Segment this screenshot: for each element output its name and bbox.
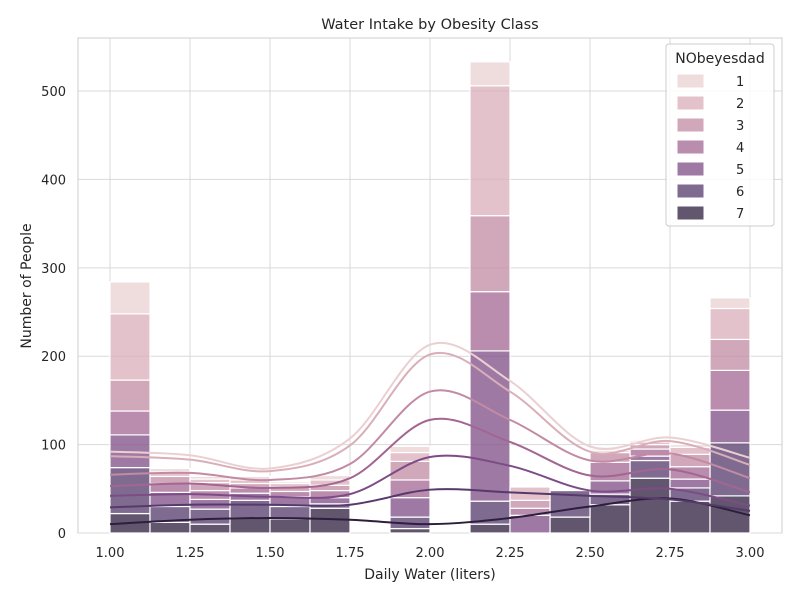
legend-label-7: 7 (736, 207, 744, 222)
histogram-bar-class-5 (709, 409, 751, 444)
legend-swatch-6 (676, 183, 705, 199)
histogram-bar-class-7 (469, 523, 511, 534)
histogram-bar-class-2 (389, 451, 431, 463)
histogram-bar-class-2 (709, 307, 751, 341)
x-ticks: 1.00 1.25 1.50 1.75 2.00 2.25 2.50 2.75 3.00 (96, 546, 765, 561)
legend-label-6: 6 (736, 185, 744, 200)
histogram-bar-class-7 (229, 517, 271, 534)
histogram-bar-class-2 (109, 313, 151, 381)
histogram-bar-class-3 (469, 215, 511, 293)
x-tick-label: 2.50 (576, 546, 605, 561)
histogram-bar-class-7 (269, 518, 311, 534)
kde-line-class-3 (109, 389, 751, 482)
histogram-bar-class-7 (189, 523, 231, 534)
legend-label-5: 5 (736, 163, 744, 178)
legend-title: NObeyesdad (675, 51, 765, 67)
chart-title: Water Intake by Obesity Class (321, 17, 538, 33)
y-tick-label: 100 (41, 439, 66, 454)
histogram-bar-class-4 (589, 461, 631, 482)
legend-swatch-2 (676, 95, 705, 111)
histogram-bar-class-7 (389, 527, 431, 534)
legend-swatch-7 (676, 205, 705, 221)
y-tick-label: 400 (41, 173, 66, 188)
legend-label-2: 2 (736, 97, 744, 112)
histogram-bar-class-7 (669, 500, 711, 534)
kde-line-class-2 (109, 351, 751, 473)
kde-line-class-1 (109, 341, 751, 470)
histogram-bar-class-5 (669, 478, 711, 489)
histogram-bar-class-4 (709, 369, 751, 411)
histogram-bar-class-5 (469, 350, 511, 502)
histogram-bar-class-7 (149, 521, 191, 534)
y-tick-label: 200 (41, 350, 66, 365)
x-tick-label: 1.00 (96, 546, 125, 561)
y-ticks: 0 100 200 300 400 500 (41, 85, 66, 542)
histogram-bar-class-1 (269, 481, 311, 485)
legend-swatch-4 (676, 139, 705, 155)
x-tick-label: 1.75 (336, 546, 365, 561)
legend-swatch-1 (676, 73, 705, 89)
x-tick-label: 2.25 (496, 546, 525, 561)
x-tick-label: 2.00 (416, 546, 445, 561)
histogram-bar-class-4 (469, 291, 511, 352)
histogram-bar-class-3 (109, 379, 151, 412)
legend-swatch-3 (676, 117, 705, 133)
y-tick-label: 0 (58, 527, 66, 542)
legend-label-3: 3 (736, 119, 744, 134)
histogram-bar-class-1 (149, 467, 191, 473)
y-tick-label: 300 (41, 262, 66, 277)
histogram-bar-class-3 (149, 475, 191, 485)
x-tick-label: 2.75 (656, 546, 685, 561)
x-tick-label: 3.00 (736, 546, 765, 561)
histogram-bar-class-6 (229, 499, 271, 519)
legend-box (665, 43, 775, 227)
legend: NObeyesdad 1 2 3 4 5 6 7 (665, 43, 775, 227)
legend-label-1: 1 (736, 75, 744, 90)
histogram-bar-class-7 (309, 507, 351, 534)
histogram-bar-class-1 (469, 61, 511, 87)
histogram-bar-class-3 (509, 499, 551, 509)
kde-lines (109, 341, 751, 526)
legend-items: 1 2 3 4 5 6 7 (676, 73, 744, 222)
histogram-bar-class-2 (469, 85, 511, 217)
kde-line-class-4 (109, 417, 751, 494)
x-tick-label: 1.25 (176, 546, 205, 561)
kde-line-class-6 (109, 488, 751, 512)
legend-swatch-5 (676, 161, 705, 177)
x-tick-label: 1.50 (256, 546, 285, 561)
histogram-bar-class-7 (549, 516, 591, 534)
y-axis-label: Number of People (19, 223, 35, 348)
histogram-bar-class-6 (189, 508, 231, 525)
x-axis-label: Daily Water (liters) (364, 567, 496, 583)
histogram-bar-class-1 (389, 445, 431, 454)
y-tick-label: 500 (41, 85, 66, 100)
histogram-bar-class-4 (109, 410, 151, 436)
histogram-bar-class-1 (709, 297, 751, 310)
histogram-bar-class-5 (389, 497, 431, 518)
histogram-bar-class-3 (669, 453, 711, 468)
histogram-bar-class-1 (109, 281, 151, 315)
kde-line-class-5 (109, 454, 751, 507)
histogram-bar-class-7 (629, 477, 671, 534)
legend-label-4: 4 (736, 141, 744, 156)
histogram-bar-class-7 (589, 504, 631, 534)
histogram-bar-class-3 (709, 338, 751, 371)
